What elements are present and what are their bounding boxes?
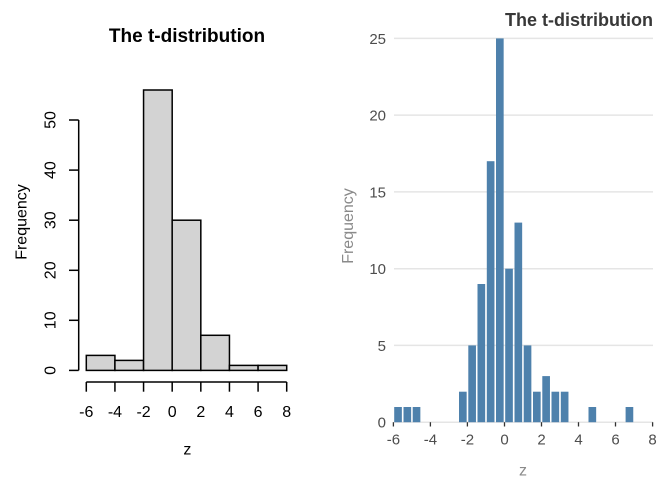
svg-text:0: 0 <box>500 432 508 449</box>
svg-text:-2: -2 <box>136 404 150 421</box>
svg-text:4: 4 <box>574 432 582 449</box>
svg-text:0: 0 <box>378 415 386 432</box>
svg-text:4: 4 <box>225 404 234 421</box>
svg-text:25: 25 <box>369 31 386 48</box>
svg-text:2: 2 <box>537 432 545 449</box>
svg-text:0: 0 <box>168 404 177 421</box>
svg-text:8: 8 <box>282 404 291 421</box>
svg-text:z: z <box>183 442 191 459</box>
svg-text:50: 50 <box>43 111 60 129</box>
svg-text:20: 20 <box>43 261 60 279</box>
svg-text:6: 6 <box>254 404 263 421</box>
svg-text:-6: -6 <box>79 404 93 421</box>
svg-text:The t-distribution: The t-distribution <box>505 10 653 30</box>
svg-text:-4: -4 <box>108 404 122 421</box>
svg-text:10: 10 <box>369 261 386 278</box>
svg-text:6: 6 <box>611 432 619 449</box>
svg-text:10: 10 <box>43 311 60 329</box>
svg-text:The t-distribution: The t-distribution <box>109 26 265 47</box>
svg-text:Frequency: Frequency <box>340 188 357 264</box>
svg-text:Frequency: Frequency <box>14 184 31 260</box>
svg-text:15: 15 <box>369 184 386 201</box>
svg-text:-2: -2 <box>461 432 474 449</box>
svg-text:20: 20 <box>369 108 386 125</box>
svg-text:8: 8 <box>648 432 656 449</box>
svg-text:z: z <box>519 463 527 480</box>
svg-text:30: 30 <box>43 211 60 229</box>
svg-text:0: 0 <box>43 366 60 375</box>
svg-text:5: 5 <box>378 338 386 355</box>
svg-text:-4: -4 <box>424 432 437 449</box>
svg-text:40: 40 <box>43 161 60 179</box>
svg-text:2: 2 <box>196 404 205 421</box>
svg-text:-6: -6 <box>387 432 400 449</box>
